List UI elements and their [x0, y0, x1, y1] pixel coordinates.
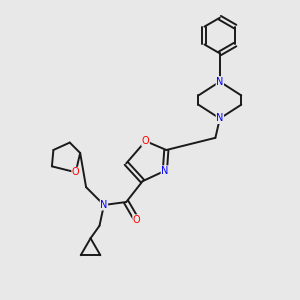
Text: O: O [142, 136, 149, 146]
Text: O: O [72, 167, 80, 177]
Text: N: N [100, 200, 108, 210]
Text: O: O [133, 215, 140, 225]
Text: N: N [161, 166, 169, 176]
Text: N: N [216, 113, 224, 124]
Text: N: N [216, 76, 224, 87]
